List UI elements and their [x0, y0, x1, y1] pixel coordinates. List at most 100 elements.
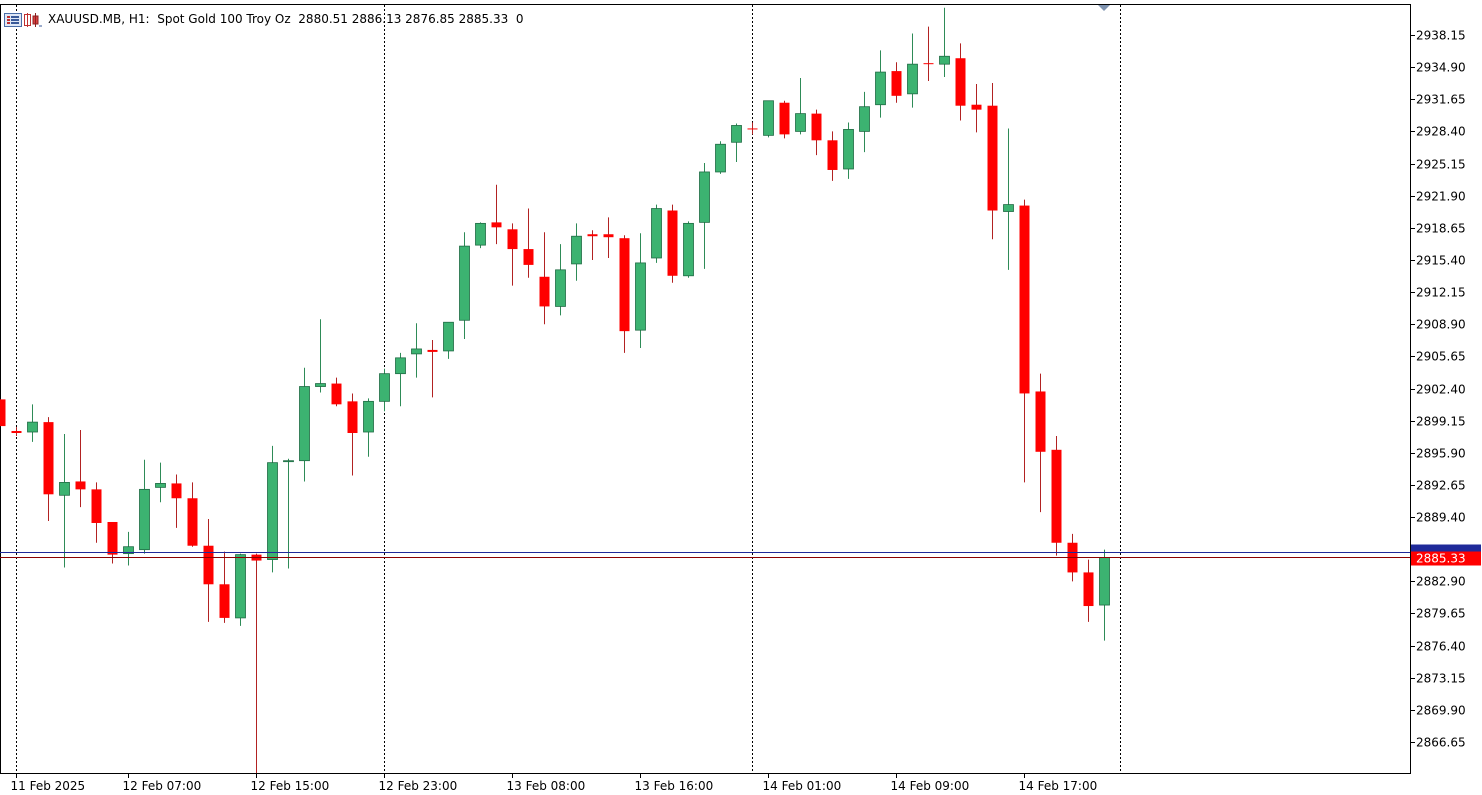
- candle-body[interactable]: [75, 481, 86, 490]
- y-axis-label: 2912.15: [1416, 286, 1466, 300]
- candle-body[interactable]: [907, 63, 918, 95]
- candle-body[interactable]: [795, 113, 806, 132]
- candle-body[interactable]: [939, 55, 950, 65]
- candle-body[interactable]: [379, 373, 390, 402]
- candle-body[interactable]: [203, 545, 214, 585]
- candle-body[interactable]: [955, 58, 966, 106]
- candle-body[interactable]: [651, 208, 662, 259]
- candle-body[interactable]: [43, 422, 54, 495]
- candle-body[interactable]: [155, 483, 166, 488]
- candle-body[interactable]: [699, 171, 710, 223]
- candle-body[interactable]: [667, 210, 678, 276]
- candle-body[interactable]: [219, 584, 230, 618]
- candle-body[interactable]: [571, 235, 582, 265]
- candle-body[interactable]: [779, 102, 790, 135]
- candle-body[interactable]: [443, 321, 454, 352]
- chart-shift-triangle-icon[interactable]: [1098, 5, 1110, 11]
- candle-body[interactable]: [619, 238, 630, 332]
- y-axis-label: 2908.90: [1416, 318, 1466, 332]
- x-axis-label: 12 Feb 23:00: [379, 779, 458, 793]
- candle-body[interactable]: [363, 400, 374, 433]
- candle-body[interactable]: [491, 222, 502, 228]
- candle-body[interactable]: [235, 554, 246, 619]
- plot-frame: [0, 4, 1411, 774]
- y-axis-label: 2938.15: [1416, 29, 1466, 43]
- candle-body[interactable]: [1099, 557, 1110, 606]
- candle-body[interactable]: [507, 229, 518, 250]
- candle-body[interactable]: [603, 234, 614, 238]
- candle-body[interactable]: [267, 462, 278, 560]
- list-menu-icon[interactable]: [4, 12, 22, 27]
- candle-body[interactable]: [859, 106, 870, 132]
- candle-body[interactable]: [811, 113, 822, 141]
- x-axis-label: 14 Feb 01:00: [763, 779, 842, 793]
- candle-body[interactable]: [91, 489, 102, 523]
- candle-body[interactable]: [1051, 449, 1062, 543]
- candle-body[interactable]: [731, 125, 742, 143]
- y-axis-label: 2921.90: [1416, 190, 1466, 204]
- candle-body[interactable]: [1083, 572, 1094, 607]
- candle-body[interactable]: [59, 482, 70, 496]
- candle-body[interactable]: [891, 71, 902, 96]
- candle-body[interactable]: [315, 383, 326, 387]
- candle-body[interactable]: [635, 262, 646, 331]
- y-axis-label: 2915.40: [1416, 254, 1466, 268]
- candle-body[interactable]: [987, 105, 998, 211]
- candle-body[interactable]: [459, 245, 470, 321]
- candle-body[interactable]: [763, 100, 774, 136]
- y-axis-label: 2882.90: [1416, 575, 1466, 589]
- candle-body[interactable]: [1035, 391, 1046, 452]
- candle-body[interactable]: [923, 63, 934, 65]
- x-axis-label: 11 Feb 2025: [11, 779, 86, 793]
- y-axis-label: 2918.65: [1416, 222, 1466, 236]
- y-axis-label: 2876.40: [1416, 640, 1466, 654]
- y-axis-label: 2879.65: [1416, 607, 1466, 621]
- candle-body[interactable]: [123, 546, 134, 555]
- y-axis-label: 2902.40: [1416, 383, 1466, 397]
- candle-body[interactable]: [11, 431, 22, 433]
- x-axis-label: 13 Feb 16:00: [635, 779, 714, 793]
- candle-body[interactable]: [523, 249, 534, 265]
- candle-body[interactable]: [587, 234, 598, 237]
- candle-body[interactable]: [427, 349, 438, 352]
- candle-body[interactable]: [555, 269, 566, 307]
- y-axis-label: 2895.90: [1416, 447, 1466, 461]
- y-axis-label: 2925.15: [1416, 158, 1466, 172]
- candle-body[interactable]: [1019, 205, 1030, 394]
- y-axis-label: 2873.15: [1416, 672, 1466, 686]
- x-axis-label: 12 Feb 07:00: [123, 779, 202, 793]
- candle-body[interactable]: [171, 483, 182, 499]
- candle-body[interactable]: [299, 386, 310, 462]
- candle-body[interactable]: [539, 276, 550, 307]
- candle-body[interactable]: [875, 71, 886, 106]
- candle-body[interactable]: [347, 401, 358, 433]
- y-axis-label: 2905.65: [1416, 350, 1466, 364]
- candle-body[interactable]: [971, 104, 982, 110]
- candle-body[interactable]: [475, 222, 486, 246]
- candle-body[interactable]: [0, 399, 6, 427]
- chart-header-text: XAUUSD.MB, H1: Spot Gold 100 Troy Oz 288…: [48, 12, 524, 26]
- y-axis-label: 2869.90: [1416, 704, 1466, 718]
- candle-body[interactable]: [283, 460, 294, 463]
- candle-body[interactable]: [747, 128, 758, 130]
- candle-body[interactable]: [1003, 204, 1014, 212]
- y-axis-label: 2889.40: [1416, 511, 1466, 525]
- candlestick-chart-icon[interactable]: [24, 12, 42, 27]
- candle-body[interactable]: [411, 348, 422, 355]
- candle-body[interactable]: [683, 222, 694, 277]
- y-axis-label: 2892.65: [1416, 479, 1466, 493]
- candle-body[interactable]: [187, 498, 198, 546]
- bid-price-label-text: 2885.33: [1416, 552, 1466, 566]
- candle-body[interactable]: [715, 143, 726, 173]
- candle-body[interactable]: [107, 521, 118, 555]
- candle-body[interactable]: [827, 140, 838, 170]
- x-axis-label: 14 Feb 09:00: [891, 779, 970, 793]
- candle-body[interactable]: [139, 488, 150, 551]
- candle-body[interactable]: [27, 421, 38, 433]
- candle-body[interactable]: [395, 357, 406, 375]
- candle-body[interactable]: [843, 129, 854, 170]
- x-axis-label: 14 Feb 17:00: [1019, 779, 1098, 793]
- candle-body[interactable]: [331, 383, 342, 405]
